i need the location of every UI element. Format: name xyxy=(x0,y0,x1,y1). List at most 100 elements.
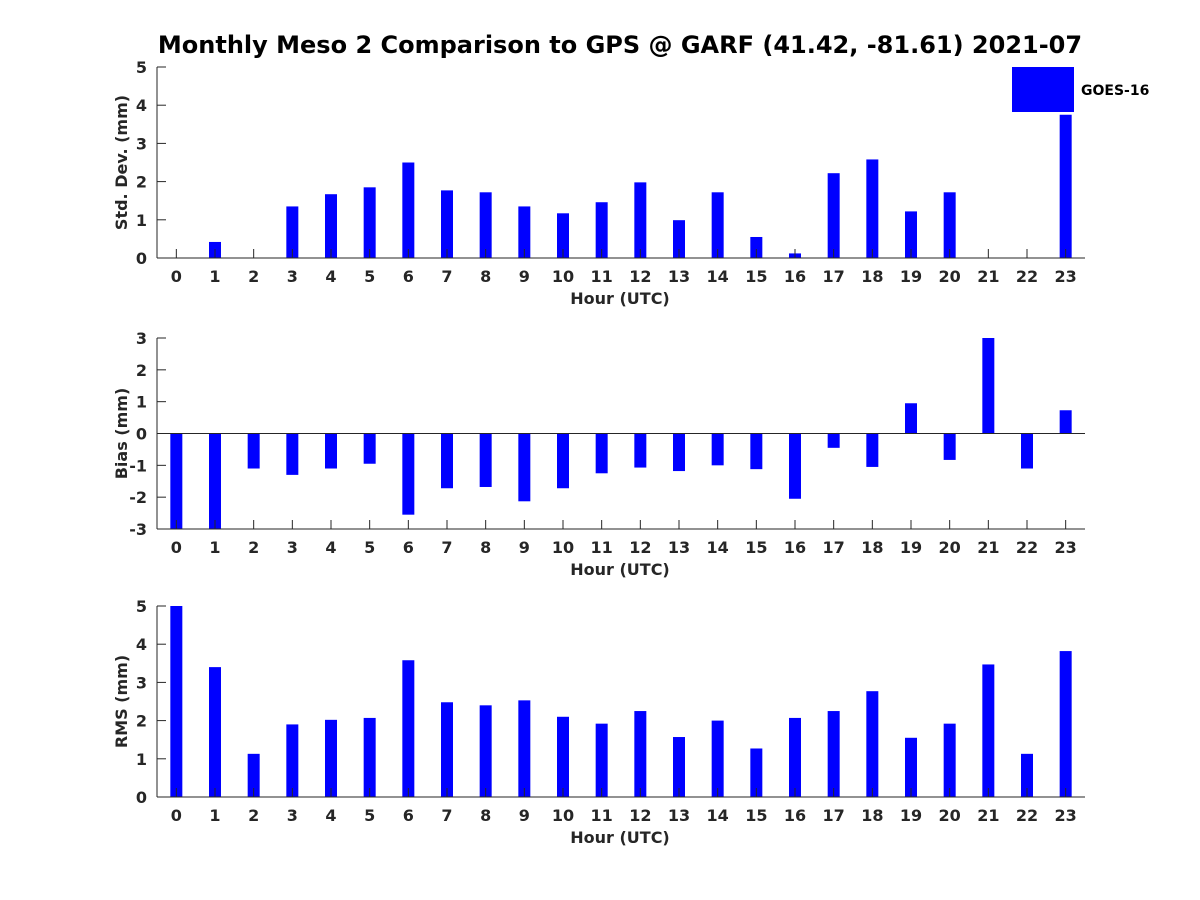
rms-xtick-label: 21 xyxy=(977,806,999,825)
bias-xlabel: Hour (UTC) xyxy=(570,560,670,579)
bias-xtick-label: 16 xyxy=(784,538,806,557)
std-dev-bar-20 xyxy=(943,192,956,258)
bias-xtick-label: 4 xyxy=(325,538,336,557)
std-dev-xtick-label: 4 xyxy=(325,267,336,286)
bias-bar-17 xyxy=(827,433,840,448)
std-dev-bar-4 xyxy=(325,194,337,258)
rms-ylabel: RMS (mm) xyxy=(112,655,131,748)
rms-bar-9 xyxy=(518,700,531,797)
std-dev-xtick-label: 12 xyxy=(629,267,651,286)
chart-title: Monthly Meso 2 Comparison to GPS @ GARF … xyxy=(158,31,1082,59)
rms-ytick-label: 4 xyxy=(136,635,147,654)
bias-bar-0 xyxy=(170,433,183,529)
bias-xtick-label: 19 xyxy=(900,538,922,557)
rms-xtick-label: 12 xyxy=(629,806,651,825)
std-dev-xtick-label: 17 xyxy=(823,267,845,286)
rms-xtick-label: 4 xyxy=(325,806,336,825)
rms-bar-22 xyxy=(1021,753,1033,797)
rms-xlabel: Hour (UTC) xyxy=(570,828,670,847)
bias-xtick-label: 7 xyxy=(441,538,452,557)
rms-bar-5 xyxy=(363,717,376,797)
bias-xtick-label: 14 xyxy=(707,538,729,557)
bias-xtick-label: 11 xyxy=(591,538,613,557)
std-dev-xtick-label: 8 xyxy=(480,267,491,286)
rms-bar-10 xyxy=(557,716,569,797)
std-dev-bar-18 xyxy=(866,159,879,258)
bias-ylabel: Bias (mm) xyxy=(112,388,131,480)
std-dev-xtick-label: 15 xyxy=(745,267,767,286)
std-dev-bar-14 xyxy=(711,192,724,258)
std-dev-xtick-label: 16 xyxy=(784,267,806,286)
rms-xtick-label: 19 xyxy=(900,806,922,825)
std-dev-ytick-label: 2 xyxy=(136,173,147,192)
rms-xtick-label: 3 xyxy=(287,806,298,825)
rms-bar-17 xyxy=(827,711,840,797)
bias-xtick-label: 12 xyxy=(629,538,651,557)
bias-bar-21 xyxy=(982,338,995,434)
rms-xtick-label: 22 xyxy=(1016,806,1038,825)
std-dev-ytick-label: 4 xyxy=(136,96,147,115)
bias-bar-18 xyxy=(866,433,879,467)
bias-bar-8 xyxy=(479,433,492,487)
std-dev-bar-7 xyxy=(441,190,453,258)
bias-ytick-label: -2 xyxy=(129,488,147,507)
rms-xtick-label: 8 xyxy=(480,806,491,825)
std-dev-bar-12 xyxy=(634,182,647,258)
rms-bar-12 xyxy=(634,711,647,797)
rms-xtick-label: 17 xyxy=(823,806,845,825)
rms-xtick-label: 14 xyxy=(707,806,729,825)
bias-bar-2 xyxy=(247,433,260,469)
rms-bar-8 xyxy=(479,705,492,797)
std-dev-bar-23 xyxy=(1059,114,1072,258)
std-dev-xtick-label: 20 xyxy=(939,267,961,286)
bias-bar-15 xyxy=(750,433,763,470)
rms-bar-7 xyxy=(441,702,453,797)
std-dev-bar-19 xyxy=(905,211,917,258)
std-dev-xtick-label: 21 xyxy=(977,267,999,286)
bias-ytick-label: -3 xyxy=(129,520,147,539)
rms-bar-0 xyxy=(170,606,183,797)
std-dev-bar-10 xyxy=(557,213,569,258)
bias-bar-11 xyxy=(595,433,608,474)
rms-bar-14 xyxy=(711,720,724,797)
std-dev-bar-9 xyxy=(518,206,531,258)
bias-bar-16 xyxy=(789,433,801,499)
std-dev-ylabel: Std. Dev. (mm) xyxy=(112,95,131,230)
rms-bar-21 xyxy=(982,664,995,797)
bias-xtick-label: 3 xyxy=(287,538,298,557)
std-dev-xtick-label: 2 xyxy=(248,267,259,286)
bias-xtick-label: 8 xyxy=(480,538,491,557)
bias-bar-23 xyxy=(1059,410,1072,434)
bias-bar-5 xyxy=(363,433,376,464)
rms-xtick-label: 16 xyxy=(784,806,806,825)
std-dev-xtick-label: 23 xyxy=(1055,267,1077,286)
rms-xtick-label: 10 xyxy=(552,806,574,825)
rms-xtick-label: 9 xyxy=(519,806,530,825)
legend-label: GOES-16 xyxy=(1081,83,1149,99)
rms-xtick-label: 7 xyxy=(441,806,452,825)
rms-xtick-label: 0 xyxy=(171,806,182,825)
legend: GOES-16 xyxy=(1012,67,1149,112)
rms-xtick-label: 5 xyxy=(364,806,375,825)
rms-ytick-label: 3 xyxy=(136,673,147,692)
rms-xtick-label: 11 xyxy=(591,806,613,825)
std-dev-xtick-label: 3 xyxy=(287,267,298,286)
std-dev-bar-5 xyxy=(363,187,376,258)
bias-bar-12 xyxy=(634,433,647,468)
legend-swatch xyxy=(1012,67,1074,112)
bias-xtick-label: 18 xyxy=(861,538,883,557)
rms-bar-23 xyxy=(1059,651,1072,797)
bias-ytick-label: 0 xyxy=(136,425,147,444)
std-dev-xtick-label: 18 xyxy=(861,267,883,286)
bias-xtick-label: 5 xyxy=(364,538,375,557)
std-dev-bar-6 xyxy=(402,162,415,258)
rms-bar-19 xyxy=(905,737,917,797)
bias-bar-1 xyxy=(209,433,221,529)
rms-bar-18 xyxy=(866,691,879,797)
rms-ytick-label: 1 xyxy=(136,750,147,769)
std-dev-xtick-label: 10 xyxy=(552,267,574,286)
rms-bar-16 xyxy=(789,717,801,797)
std-dev-xtick-label: 6 xyxy=(403,267,414,286)
